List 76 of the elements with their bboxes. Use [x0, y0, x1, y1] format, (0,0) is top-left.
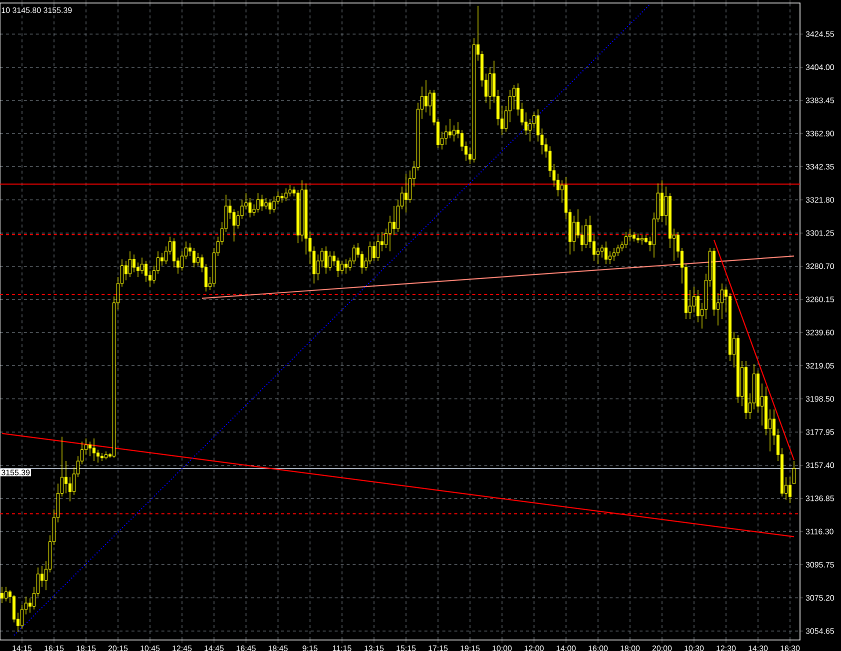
candlestick — [524, 112, 528, 136]
candlestick — [424, 80, 428, 113]
candlestick — [604, 241, 608, 264]
candlestick — [272, 196, 276, 213]
candlestick — [256, 192, 260, 213]
candlestick — [572, 215, 576, 252]
candlestick — [580, 225, 584, 252]
candlestick — [344, 258, 348, 274]
candlestick — [352, 244, 356, 264]
candlestick — [284, 188, 288, 202]
candlestick — [616, 244, 620, 256]
candlestick — [528, 118, 532, 142]
candlestick — [660, 180, 664, 222]
candlestick — [196, 252, 200, 266]
candlestick — [140, 257, 144, 274]
candlestick — [488, 66, 492, 110]
candlestick — [68, 476, 72, 502]
candlestick — [136, 262, 140, 278]
candlestick — [328, 250, 332, 271]
candlestick — [368, 241, 372, 264]
candlestick — [288, 184, 292, 197]
candlestick — [180, 250, 184, 271]
candlestick — [788, 476, 792, 504]
candlestick — [720, 283, 724, 320]
candlestick — [640, 234, 644, 246]
candlestick — [696, 290, 700, 323]
candlestick — [584, 218, 588, 248]
candlestick — [316, 254, 320, 281]
candlestick — [548, 146, 552, 178]
candlestick — [324, 246, 328, 274]
candlestick — [404, 173, 408, 213]
candlestick — [392, 206, 396, 236]
candlestick — [444, 125, 448, 145]
candlestick — [12, 594, 16, 623]
candlestick — [636, 233, 640, 244]
candlestick — [260, 194, 264, 212]
candlestick — [628, 228, 632, 242]
candlestick — [132, 254, 136, 272]
candlestick — [100, 452, 104, 462]
candlestick — [624, 232, 628, 248]
candlestick — [0, 586, 4, 604]
candlestick — [340, 260, 344, 274]
candlestick — [448, 118, 452, 139]
candlestick — [792, 460, 796, 484]
candlestick — [64, 460, 68, 494]
candlestick — [452, 125, 456, 142]
candlestick — [88, 441, 92, 456]
candlestick — [280, 192, 284, 204]
candlestick — [92, 438, 96, 462]
candlestick — [536, 108, 540, 142]
candlestick — [96, 449, 100, 463]
candlestick — [4, 586, 8, 602]
candlestick — [460, 130, 464, 152]
candlestick — [268, 199, 272, 214]
candlestick — [376, 234, 380, 262]
candlestick — [144, 260, 148, 282]
candlestick — [600, 244, 604, 258]
candlestick — [264, 198, 268, 210]
candlestick — [172, 238, 176, 268]
candlestick — [360, 250, 364, 274]
candlestick — [372, 241, 376, 262]
candlestick — [612, 248, 616, 262]
candlestick — [192, 248, 196, 268]
candlestick — [232, 208, 236, 242]
candlestick — [512, 84, 516, 110]
candlestick — [20, 604, 24, 630]
candlestick — [248, 198, 252, 218]
candlestick — [408, 170, 412, 204]
candlestick — [556, 173, 560, 197]
candlestick — [632, 232, 636, 242]
candlestick — [692, 286, 696, 313]
candlestick — [336, 257, 340, 278]
candlestick — [124, 260, 128, 281]
candlestick — [388, 215, 392, 252]
candlestick — [608, 250, 612, 264]
candlestick — [128, 250, 132, 278]
